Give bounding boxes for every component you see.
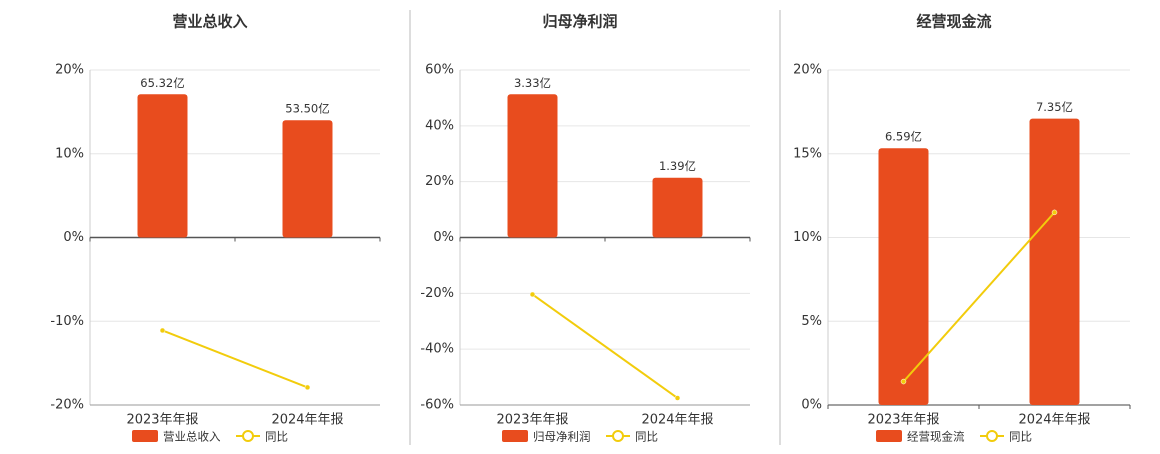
- legend-marker: [986, 430, 998, 442]
- value-label: 3.33亿: [514, 76, 551, 90]
- y-tick-label: -20%: [420, 286, 454, 301]
- line-point: [159, 327, 166, 334]
- y-tick-label: 20%: [55, 63, 84, 78]
- line-point: [304, 384, 311, 391]
- legend-label: 同比: [635, 430, 658, 444]
- legend-label: 归母净利润: [533, 430, 591, 444]
- y-tick-label: 0%: [433, 230, 454, 245]
- line-point: [1051, 209, 1058, 216]
- y-tick-label: 20%: [793, 63, 822, 78]
- line-point: [529, 291, 536, 298]
- value-label: 1.39亿: [659, 159, 696, 173]
- legend-label: 同比: [1009, 430, 1032, 444]
- legend-marker: [612, 430, 624, 442]
- x-tick-label: 2023年年报: [496, 413, 568, 428]
- x-tick-label: 2024年年报: [271, 413, 343, 428]
- value-label: 65.32亿: [140, 76, 184, 90]
- line: [531, 293, 679, 399]
- legend-marker: [242, 430, 254, 442]
- bar: [878, 148, 929, 405]
- bar: [282, 120, 333, 238]
- y-tick-label: 20%: [425, 174, 454, 189]
- y-tick-label: 10%: [793, 230, 822, 245]
- x-tick-label: 2023年年报: [867, 413, 939, 428]
- legend-swatch: [876, 430, 902, 442]
- y-tick-label: -20%: [50, 398, 84, 413]
- y-tick-label: -60%: [420, 398, 454, 413]
- legend-swatch: [502, 430, 528, 442]
- legend-label: 经营现金流: [907, 430, 965, 444]
- value-label: 6.59亿: [885, 130, 922, 144]
- legend-label: 营业总收入: [163, 430, 221, 444]
- legend-swatch: [132, 430, 158, 442]
- bar: [507, 94, 558, 238]
- y-tick-label: -10%: [50, 314, 84, 329]
- y-tick-label: 40%: [425, 118, 454, 133]
- y-tick-label: 60%: [425, 63, 454, 78]
- y-tick-label: 5%: [801, 314, 822, 329]
- y-tick-label: -40%: [420, 342, 454, 357]
- x-tick-label: 2023年年报: [126, 413, 198, 428]
- line-point: [900, 378, 907, 385]
- line: [162, 329, 308, 389]
- bar: [1029, 118, 1080, 405]
- x-tick-label: 2024年年报: [1018, 413, 1090, 428]
- y-tick-label: 0%: [63, 230, 84, 245]
- y-tick-label: 10%: [55, 146, 84, 161]
- line: [902, 211, 1056, 383]
- value-label: 7.35亿: [1036, 100, 1073, 114]
- chart-title: 归母净利润: [542, 13, 617, 31]
- bar: [137, 94, 188, 238]
- y-tick-label: 15%: [793, 146, 822, 161]
- value-label: 53.50亿: [285, 102, 329, 116]
- bar: [652, 177, 703, 238]
- chart-title: 经营现金流: [916, 13, 991, 31]
- x-tick-label: 2024年年报: [641, 413, 713, 428]
- line-point: [674, 395, 681, 401]
- y-tick-label: 0%: [801, 398, 822, 413]
- legend-label: 同比: [265, 430, 288, 444]
- chart-title: 营业总收入: [172, 13, 247, 31]
